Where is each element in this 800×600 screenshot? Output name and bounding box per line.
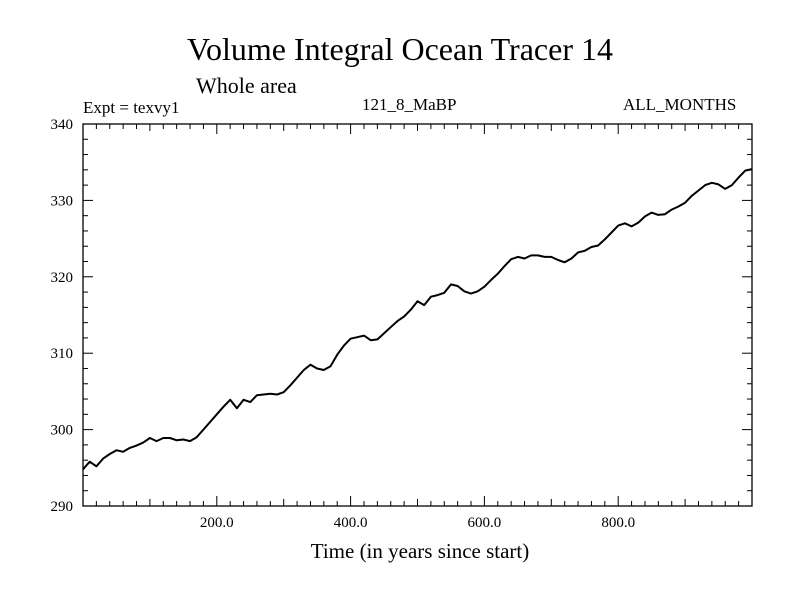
run-id-label: 121_8_MaBP [362,95,457,114]
x-tick-label: 200.0 [200,515,234,531]
experiment-label: Expt = texvy1 [83,98,180,117]
y-tick-label: 330 [51,193,74,209]
chart-title: Volume Integral Ocean Tracer 14 [187,31,613,67]
axis-tick-labels: 200.0 400.0 600.0 800.0 290 300 310 320 330 340 [51,117,636,531]
y-tick-label: 340 [51,117,74,133]
chart-subtitle: Whole area [196,73,297,98]
series-line [82,168,753,470]
months-label: ALL_MONTHS [623,95,737,114]
y-tick-label: 290 [51,499,74,515]
x-axis-label: Time (in years since start) [310,539,530,563]
y-tick-label: 310 [51,346,74,362]
plot-frame [82,123,753,507]
axis-ticks [83,124,752,506]
x-tick-label: 400.0 [334,515,368,531]
x-tick-label: 600.0 [468,515,502,531]
y-tick-label: 320 [51,270,74,286]
x-tick-label: 800.0 [601,515,635,531]
y-tick-label: 300 [51,423,74,439]
